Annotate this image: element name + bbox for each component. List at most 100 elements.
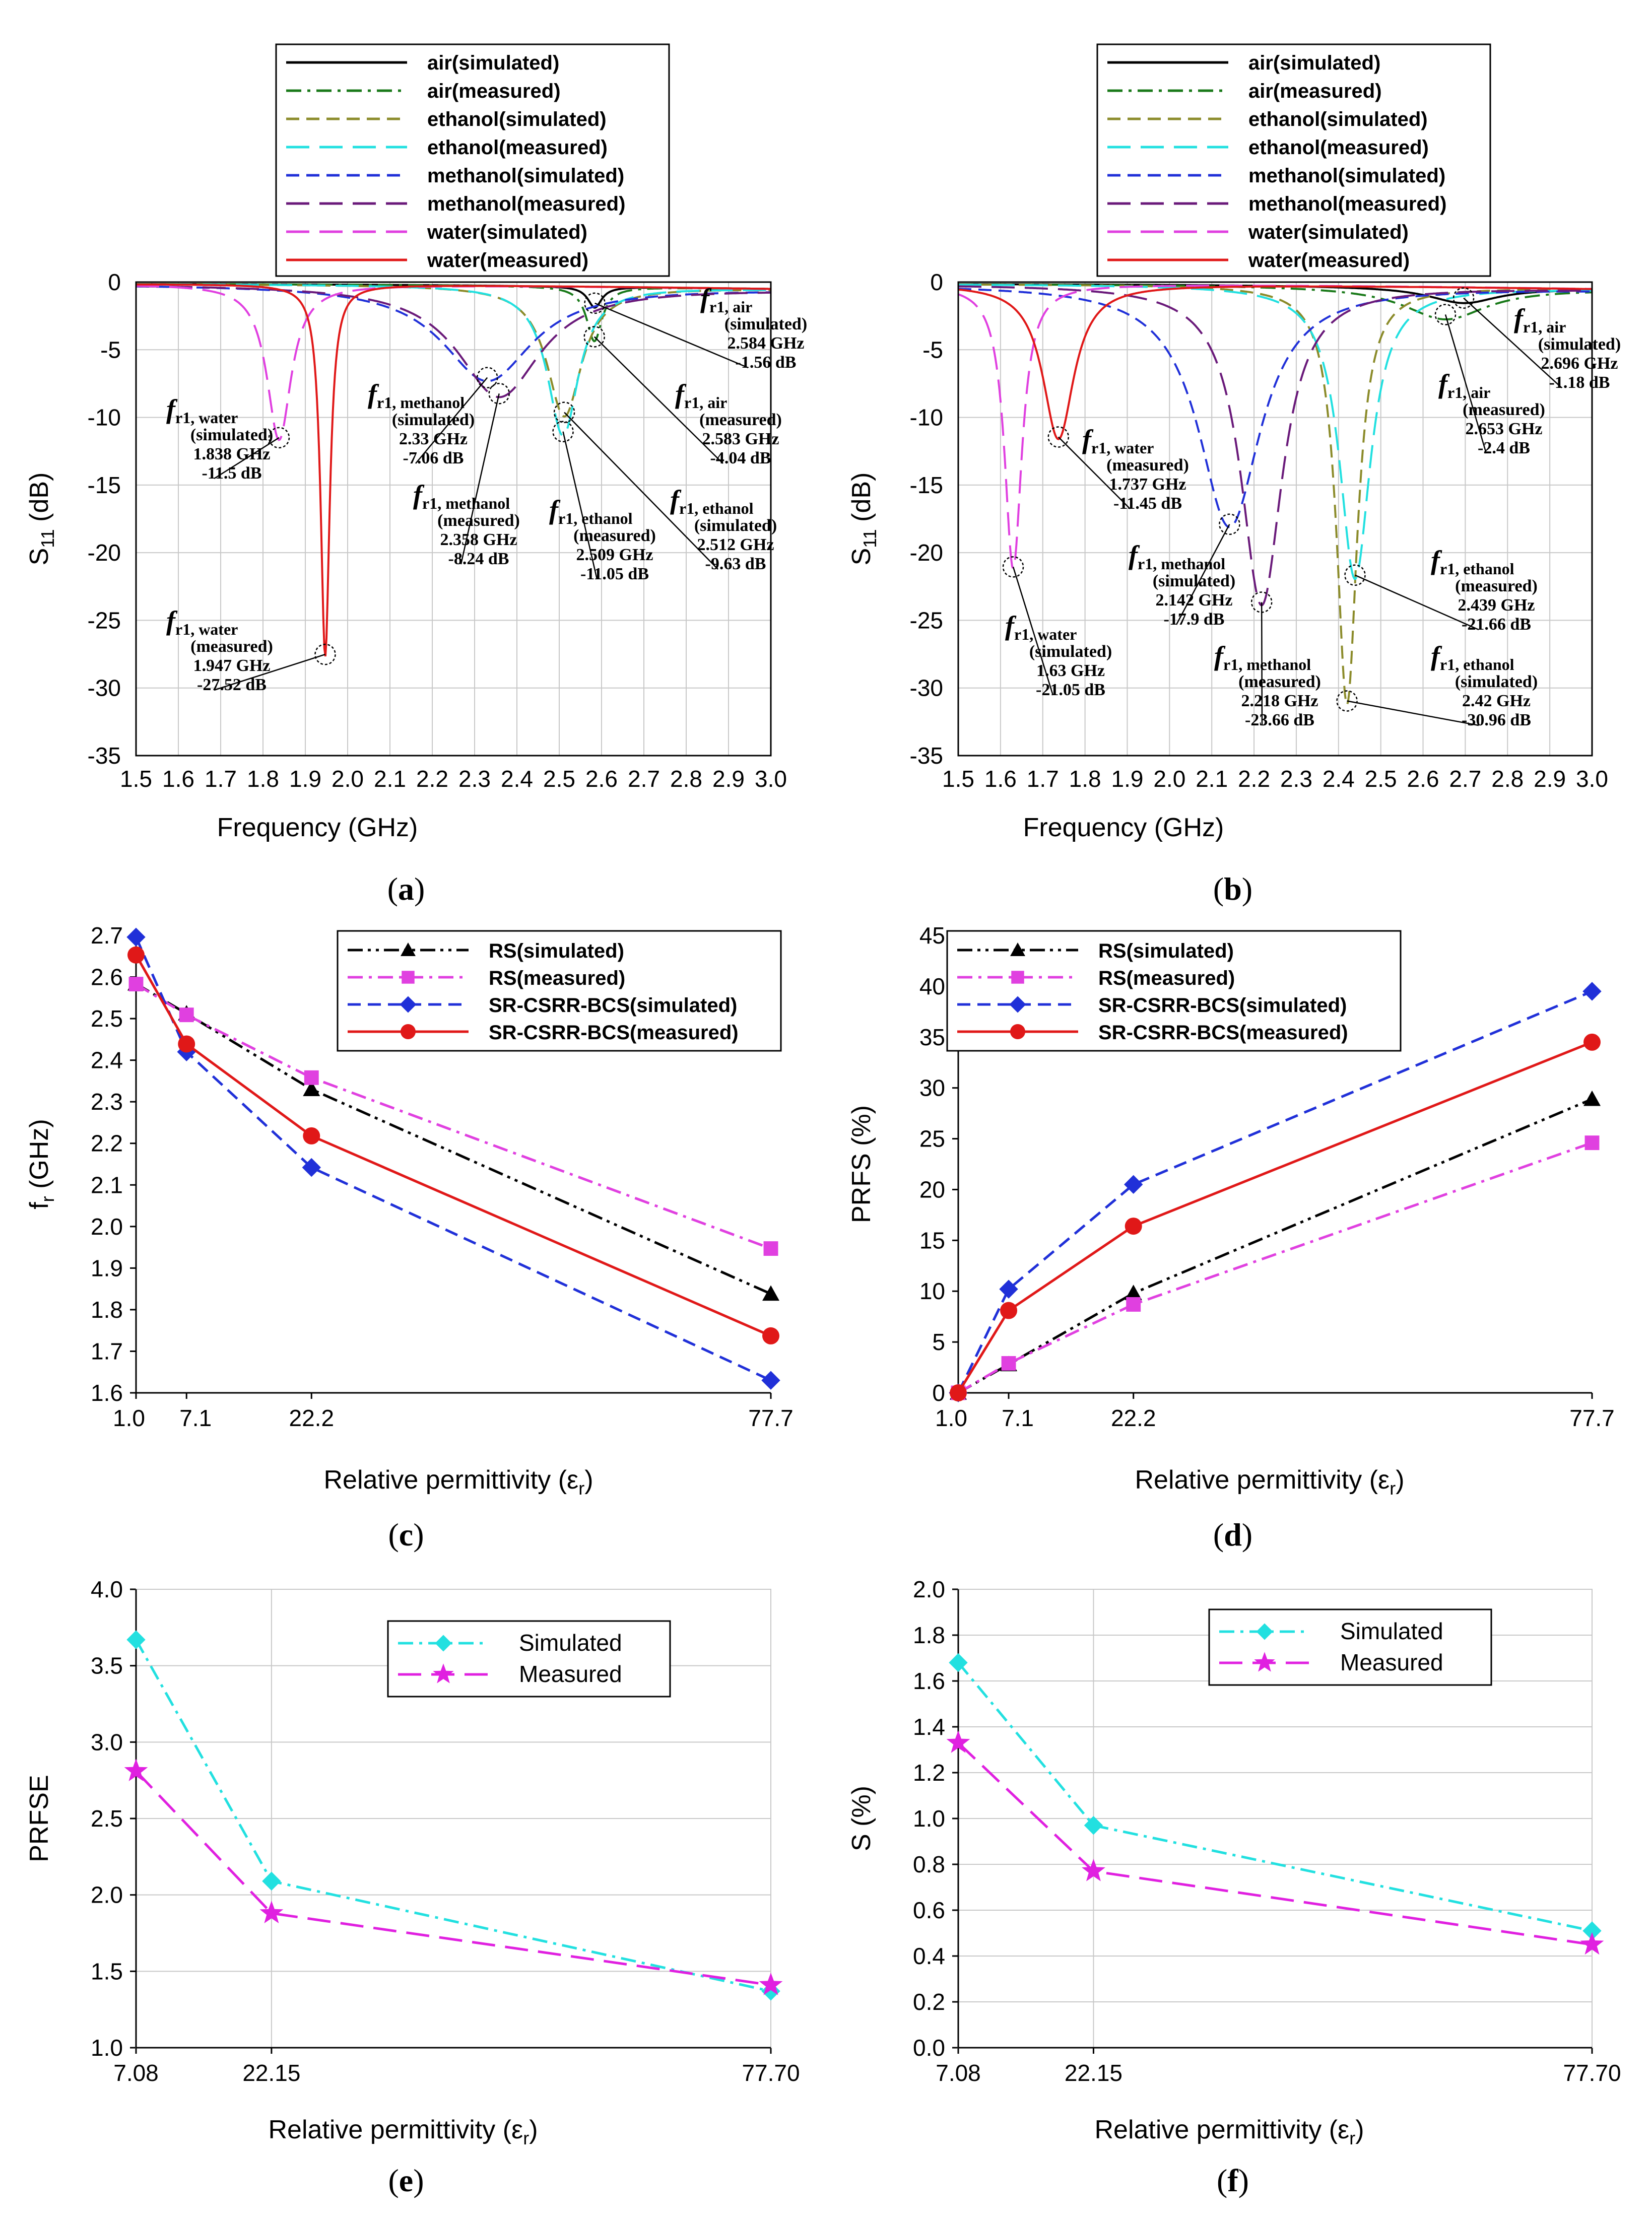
x-tick-label: 1.5 (942, 766, 974, 792)
legend-label: water(measured) (1248, 249, 1410, 272)
legend-label: SR-CSRR-BCS(measured) (1098, 1022, 1348, 1044)
x-tick-label: 7.08 (113, 2060, 159, 2086)
annotation-a-6: fr1, air (700, 283, 752, 316)
legend: Simulated Measured (387, 1620, 671, 1698)
star-marker (259, 1901, 284, 1923)
annotation-line: (simulated) (1455, 672, 1538, 691)
annotation-line: 1.737 GHz (1109, 475, 1186, 494)
annotation-leader (1463, 297, 1562, 388)
legend: RS(simulated) RS(measured) SR-CSRR-BCS(sim… (337, 930, 782, 1052)
legend-label: ethanol(measured) (1248, 137, 1429, 159)
annotation-leader (415, 377, 488, 464)
circle-marker (303, 1127, 320, 1144)
series-line-2 (957, 990, 1593, 1394)
circle-marker (127, 946, 145, 964)
annotation-symbol: f (166, 394, 178, 424)
annotation-b-5: fr1, ethanol (1431, 641, 1514, 673)
x-tick-label: 2.9 (1534, 766, 1566, 792)
annotation-leader (593, 336, 723, 464)
y-tick-label: -30 (910, 675, 943, 701)
x-axis-label-main: Frequency (GHz) (217, 813, 418, 842)
square-marker (128, 977, 144, 992)
annotation-line: 2.653 GHz (1466, 420, 1543, 438)
annotation-line: (measured) (190, 637, 273, 656)
y-axis-label-main: f (25, 1202, 54, 1209)
triangle-marker (1125, 1285, 1142, 1300)
x-tick-label: 7.08 (936, 2060, 981, 2086)
annotation-line: 2.33 GHz (399, 430, 468, 448)
annotation-subscript: r1, water (175, 620, 238, 638)
x-tick-label: 77.7 (748, 1405, 794, 1431)
x-tick-label: 77.70 (1563, 2060, 1621, 2086)
circle-marker (762, 1327, 779, 1344)
diamond-marker (1256, 1623, 1273, 1640)
circle-marker (950, 1384, 967, 1401)
y-tick-label: -5 (100, 336, 121, 363)
annotation-a-7: fr1, air (675, 379, 727, 412)
legend-label: methanol(simulated) (1248, 165, 1445, 187)
x-axis-label-main: Relative permittivity (ε (268, 2115, 523, 2144)
y-tick-label: -20 (88, 540, 121, 566)
annotation-line: (measured) (1238, 672, 1321, 691)
y-tick-label: 0.0 (913, 2035, 945, 2061)
x-tick-label: 1.9 (289, 766, 321, 792)
annotation-symbol: f (1431, 641, 1442, 671)
annotation-symbol: f (1214, 641, 1226, 671)
legend-box (1096, 43, 1491, 277)
x-tick-label: 2.8 (670, 766, 702, 792)
series-line-2 (135, 936, 772, 1382)
panel-label-f: (f) (1217, 2163, 1249, 2198)
legend-label: water(measured) (427, 249, 588, 272)
annotation-line: -27.52 dB (197, 676, 267, 694)
chart-c: 1.0 7.1 22.2 77.7 2.7 2.6 2.5 2.4 2.3 2.2 2.1 2.0 1.… (25, 922, 794, 1499)
x-tick-label: 1.0 (113, 1405, 145, 1431)
x-tick-label: 7.1 (1002, 1405, 1034, 1431)
y-axis-label-main: S (25, 548, 54, 566)
star-marker (433, 1663, 454, 1683)
annotation-symbol: f (1005, 611, 1017, 641)
annotation-line: -30.96 dB (1462, 711, 1531, 729)
annotation-b-3: fr1, methanol (1214, 641, 1311, 673)
legend: air(simulated) air(measured) ethanol(simul… (275, 43, 670, 277)
x-tick-label: 22.2 (289, 1405, 335, 1431)
x-axis-label-end: ) (1355, 2115, 1364, 2144)
x-axis-label-main: Relative permittivity (ε (1094, 2115, 1349, 2144)
chart-b: 1.5 1.6 1.7 1.8 1.9 2.0 2.1 2.2 2.3 2.4 2.5 2.6 2.7 2… (847, 43, 1621, 842)
annotation-leader (594, 302, 749, 369)
annotation-line: -11.5 dB (202, 464, 261, 483)
annotation-subscript: r1, air (1447, 383, 1490, 401)
diamond-marker (761, 1371, 780, 1390)
annotation-a-1: fr1, water (166, 605, 238, 638)
annotation-a-5: fr1, ethanol (670, 485, 754, 517)
annotation-line: (simulated) (1153, 572, 1235, 590)
y-axis-label-main: PRFSE (25, 1775, 54, 1862)
series-line-1 (135, 1770, 771, 1987)
resonance-marker (553, 401, 575, 423)
annotation-line: (measured) (699, 411, 782, 429)
y-tick-label: 0.6 (913, 1897, 945, 1923)
legend: air(simulated) air(measured) ethanol(simul… (1096, 43, 1491, 277)
annotation-line: (simulated) (1538, 335, 1621, 354)
y-tick-label: 1.0 (91, 2035, 123, 2061)
x-tick-label: 1.7 (1027, 766, 1059, 792)
annotation-symbol: f (700, 283, 712, 313)
annotation-subscript: r1, ethanol (1440, 655, 1514, 673)
annotation-line: 2.142 GHz (1156, 591, 1233, 610)
legend-box (275, 43, 670, 277)
series-line-3 (135, 954, 771, 1337)
square-marker (1584, 1135, 1600, 1151)
x-tick-label: 2.4 (1323, 766, 1355, 792)
annotation-line: (measured) (1455, 577, 1538, 595)
annotation-line: -2.4 dB (1478, 439, 1530, 457)
y-tick-label: -15 (88, 472, 121, 498)
x-tick-label: 22.15 (242, 2060, 300, 2086)
circle-marker (1125, 1218, 1142, 1235)
series-line-1 (957, 1141, 1593, 1394)
legend-label: Measured (519, 1661, 622, 1687)
y-axis-label: S11 (dB) (25, 473, 58, 566)
x-tick-label: 1.5 (120, 766, 152, 792)
y-axis-label-sub: r (37, 1196, 58, 1202)
series-line-7 (136, 283, 771, 657)
y-tick-label: 2.1 (91, 1172, 123, 1198)
y-axis-label: PRFS (%) (847, 1105, 876, 1223)
